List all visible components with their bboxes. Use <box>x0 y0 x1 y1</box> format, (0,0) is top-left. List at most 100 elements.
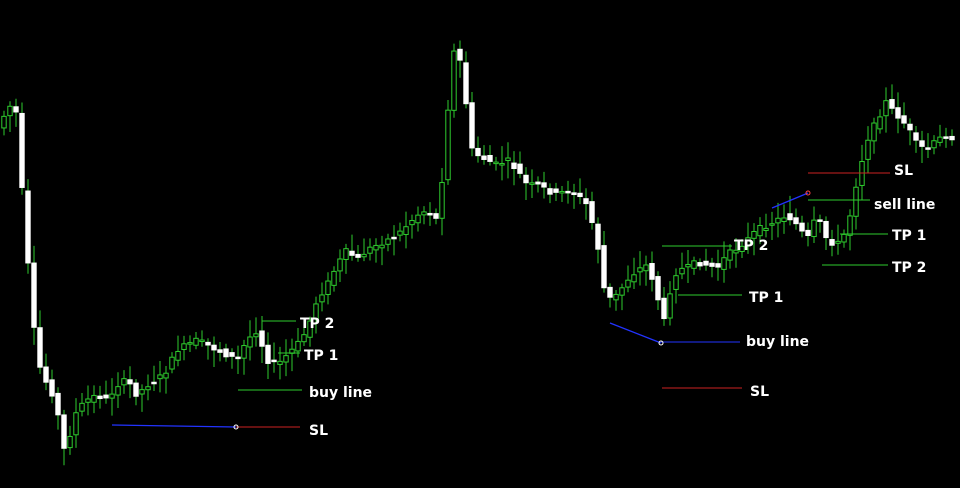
candle-body <box>97 395 103 400</box>
candle-body <box>553 188 559 193</box>
candle-body <box>439 182 445 219</box>
candle-body <box>43 366 49 383</box>
candle-body <box>607 286 613 298</box>
candle-body <box>19 112 25 188</box>
middle-tp1-label: TP 1 <box>749 290 783 306</box>
candle-body <box>811 219 817 238</box>
candle-body <box>199 339 205 343</box>
candle-body <box>349 250 355 256</box>
candle-body <box>241 345 247 359</box>
candle-body <box>409 220 415 226</box>
candle-body <box>283 355 289 363</box>
candle-body <box>187 342 193 345</box>
candle-body <box>649 263 655 280</box>
right-trade-group: SL sell line TP 1 TP 2 <box>771 163 935 276</box>
candle-body <box>679 267 685 275</box>
right-sl-label: SL <box>894 163 913 179</box>
candle-body <box>403 226 409 236</box>
candle-body <box>1 115 7 129</box>
candle-body <box>643 264 649 272</box>
candle-body <box>127 379 133 385</box>
candle-body <box>37 327 43 368</box>
candle-body <box>613 293 619 301</box>
candle-body <box>913 132 919 141</box>
candle-body <box>727 249 733 261</box>
candle-body <box>655 276 661 301</box>
candle-body <box>745 237 751 246</box>
candle-body <box>529 182 535 185</box>
candle-body <box>181 343 187 350</box>
left-buy-trendline <box>111 424 237 428</box>
candle-body <box>205 341 211 346</box>
candle-body <box>535 181 541 185</box>
candle-body <box>79 402 85 412</box>
candle-body <box>307 320 313 338</box>
candle-body <box>919 140 925 147</box>
candle-body <box>49 379 55 397</box>
left-trade-group: TP 2 TP 1 buy line SL <box>111 316 372 439</box>
candle-body <box>139 389 145 395</box>
candle-body <box>949 135 955 141</box>
candle-body <box>925 147 931 150</box>
candle-body <box>775 217 781 224</box>
candle-body <box>385 238 391 245</box>
candle-body <box>7 105 13 117</box>
candle-body <box>691 260 697 269</box>
candle-body <box>751 230 757 239</box>
candle-body <box>523 174 529 184</box>
candle-body <box>253 333 259 338</box>
candle-body <box>787 213 793 221</box>
candle-body <box>373 244 379 251</box>
candle-body <box>475 147 481 157</box>
candle-body <box>829 239 835 246</box>
candle-body <box>55 392 61 416</box>
candle-body <box>175 350 181 361</box>
candle-body <box>805 229 811 237</box>
candle-body <box>319 294 325 303</box>
candle-body <box>871 122 877 142</box>
candle-body <box>427 212 433 216</box>
candle-body <box>451 50 457 111</box>
candle-body <box>763 227 769 231</box>
candle-body <box>757 225 763 237</box>
candle-body <box>901 115 907 124</box>
candle-body <box>85 398 91 403</box>
candle-body <box>547 188 553 195</box>
candle-body <box>511 162 517 170</box>
candle-body <box>73 412 79 436</box>
candle-body <box>565 190 571 194</box>
candle-body <box>577 192 583 198</box>
candle-body <box>817 219 823 222</box>
candle-body <box>637 267 643 273</box>
candle-body <box>367 246 373 254</box>
candle-body <box>517 163 523 174</box>
candle-body <box>865 139 871 160</box>
candle-body <box>457 48 463 61</box>
candle-body <box>673 275 679 290</box>
candle-body <box>151 381 157 385</box>
candle-body <box>625 279 631 288</box>
candle-body <box>595 223 601 250</box>
candle-body <box>667 293 673 319</box>
candle-body <box>907 123 913 131</box>
candle-body <box>463 62 469 105</box>
candle-body <box>499 163 505 166</box>
candle-body <box>301 334 307 343</box>
left-entry-marker <box>233 424 239 430</box>
middle-buy-label: buy line <box>746 334 809 350</box>
candle-body <box>145 386 151 391</box>
candle-body <box>685 263 691 268</box>
candle-body <box>247 336 253 348</box>
candle-body <box>157 374 163 380</box>
candle-body <box>541 182 547 188</box>
candle-body <box>943 136 949 139</box>
middle-trade-group: TP 2 TP 1 buy line SL <box>609 238 809 400</box>
candle-body <box>883 100 889 117</box>
candle-body <box>355 253 361 258</box>
candle-body <box>121 378 127 386</box>
candle-body <box>505 157 511 162</box>
candle-body <box>583 198 589 205</box>
candle-body <box>487 155 493 162</box>
right-entry-marker <box>805 190 811 196</box>
